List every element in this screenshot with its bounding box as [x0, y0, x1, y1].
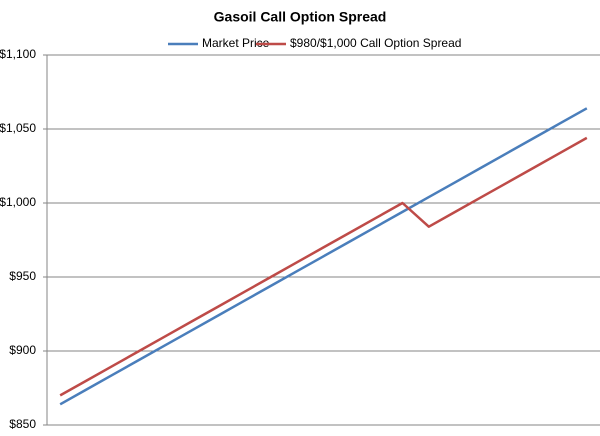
series-line — [59, 107, 588, 406]
y-tick-label: $1,100 — [0, 47, 36, 61]
chart-title: Gasoil Call Option Spread — [214, 9, 387, 25]
legend-label: Market Price — [202, 36, 270, 50]
y-tick-label: $900 — [9, 343, 36, 357]
y-tick-label: $850 — [9, 417, 36, 431]
y-tick-label: $1,000 — [0, 195, 36, 209]
y-tick-label: $1,050 — [0, 121, 36, 135]
series-line — [59, 136, 588, 397]
y-tick-label: $950 — [9, 269, 36, 283]
legend-label: $980/$1,000 Call Option Spread — [290, 36, 461, 50]
